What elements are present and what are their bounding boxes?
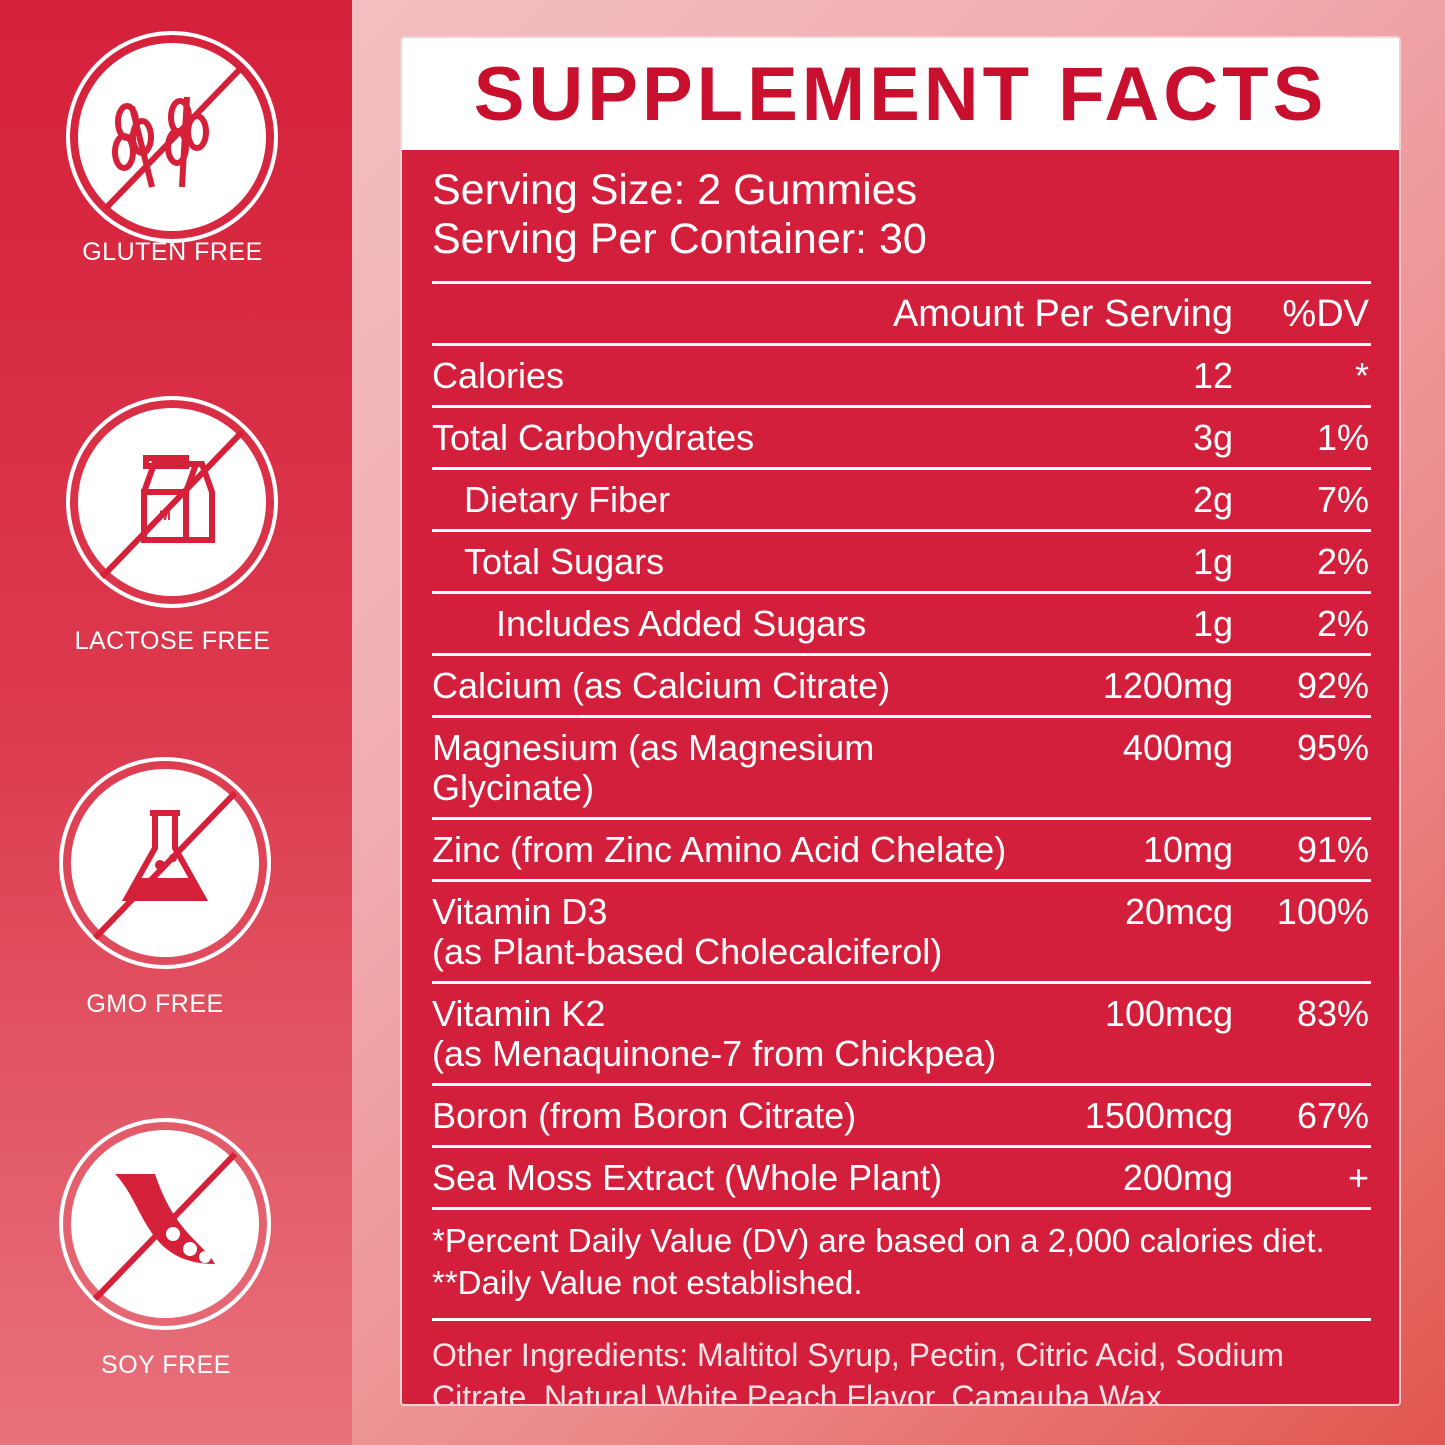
nutrient-row: Vitamin K2 (as Menaquinone-7 from Chickpe… (432, 981, 1371, 1083)
nutrient-note: (as Plant-based Cholecalciferol) (432, 931, 943, 972)
nutrient-row: Zinc (from Zinc Amino Acid Chelate) 10mg 9… (432, 817, 1371, 879)
nutrient-amount: 100mcg (1104, 993, 1233, 1034)
badge-sidebar: GLUTEN FREE M LACTOSE FREE GMO FREE SOY … (0, 0, 352, 1445)
nutrient-name: Magnesium (as Magnesium Glycinate) (432, 727, 875, 808)
badge-label: LACTOSE FREE (74, 627, 271, 655)
gluten-icon (66, 31, 278, 243)
nutrient-name-cell: Total Carbohydrates (432, 418, 1033, 458)
nutrient-name: Total Carbohydrates (432, 417, 755, 458)
nutrient-row: Sea Moss Extract (Whole Plant) 200mg + (432, 1145, 1371, 1207)
nutrient-dv: 67% (1296, 1095, 1369, 1136)
nutrient-name: Calories (432, 355, 565, 396)
nutrient-name-cell: Boron (from Boron Citrate) (432, 1096, 1033, 1136)
nutrient-name-cell: Includes Added Sugars (432, 604, 1033, 644)
header-row: Amount Per Serving %DV (432, 281, 1371, 343)
nutrient-name-cell: Calcium (as Calcium Citrate) (432, 666, 1033, 706)
nutrient-name: Sea Moss Extract (Whole Plant) (432, 1157, 943, 1198)
nutrient-name: Zinc (from Zinc Amino Acid Chelate) (432, 829, 1007, 870)
nutrient-amount: 10mg (1142, 829, 1233, 870)
nutrient-name: Vitamin K2 (432, 993, 606, 1034)
nutrient-note: (as Menaquinone-7 from Chickpea) (432, 1033, 997, 1074)
nutrient-dv: 100% (1276, 891, 1369, 932)
nutrient-name: Includes Added Sugars (496, 603, 867, 644)
nutrient-name-cell: Total Sugars (432, 542, 1033, 582)
nutrient-dv: 95% (1296, 727, 1369, 768)
header-amount: Amount Per Serving (892, 293, 1233, 335)
nutrient-row: Vitamin D3 (as Plant-based Cholecalcifero… (432, 879, 1371, 981)
badge-label: GLUTEN FREE (82, 238, 263, 266)
badge: SOY FREE (0, 1083, 352, 1444)
nutrient-row: Calories 12 * (432, 343, 1371, 405)
nutrient-name-cell: Dietary Fiber (432, 480, 1033, 520)
nutrient-name-cell: Vitamin K2 (as Menaquinone-7 from Chickpe… (432, 994, 1033, 1074)
nutrient-name: Boron (from Boron Citrate) (432, 1095, 857, 1136)
nutrient-dv: 83% (1296, 993, 1369, 1034)
nutrient-name: Dietary Fiber (464, 479, 671, 520)
nutrient-name: Total Sugars (464, 541, 665, 582)
nutrient-rows: Calories 12 * Total Carbohydrates 3g 1% Dietar… (432, 343, 1371, 1207)
nutrient-dv: 2% (1316, 541, 1369, 582)
supplement-panel: SUPPLEMENT FACTS Serving Size: 2 Gummies… (400, 36, 1401, 1406)
nutrient-amount: 1g (1192, 541, 1233, 582)
nutrient-amount: 2g (1192, 479, 1233, 520)
nutrient-row: Includes Added Sugars 1g 2% (432, 591, 1371, 653)
footnotes: *Percent Daily Value (DV) are based on a… (432, 1207, 1371, 1318)
nutrient-name-cell: Magnesium (as Magnesium Glycinate) (432, 728, 1033, 808)
nutrient-name-cell: Zinc (from Zinc Amino Acid Chelate) (432, 830, 1033, 870)
nutrient-amount: 1g (1192, 603, 1233, 644)
nutrient-name-cell: Calories (432, 356, 1033, 396)
panel-body: Serving Size: 2 Gummies Serving Per Cont… (402, 150, 1399, 1404)
lactose-icon: M (66, 396, 278, 608)
footnote: **Daily Value not established. (432, 1264, 863, 1301)
nutrient-amount: 12 (1192, 355, 1233, 396)
nutrient-dv: 91% (1296, 829, 1369, 870)
nutrient-row: Dietary Fiber 2g 7% (432, 467, 1371, 529)
nutrient-dv: * (1354, 355, 1369, 396)
nutrient-dv: 92% (1296, 665, 1369, 706)
nutrient-row: Boron (from Boron Citrate) 1500mcg 67% (432, 1083, 1371, 1145)
nutrient-amount: 3g (1192, 417, 1233, 458)
nutrient-row: Total Carbohydrates 3g 1% (432, 405, 1371, 467)
footnote: *Percent Daily Value (DV) are based on a… (432, 1222, 1325, 1259)
badge: M LACTOSE FREE (0, 361, 352, 722)
spacer (432, 294, 833, 334)
nutrient-dv: 1% (1316, 417, 1369, 458)
nutrient-name-cell: Sea Moss Extract (Whole Plant) (432, 1158, 1033, 1198)
nutrient-amount: 1200mg (1102, 665, 1233, 706)
servings-per-container: Serving Per Container: 30 (432, 215, 927, 263)
nutrient-row: Magnesium (as Magnesium Glycinate) 400mg 9… (432, 715, 1371, 817)
badge: GLUTEN FREE (0, 0, 352, 361)
badge-label: GMO FREE (86, 990, 224, 1018)
nutrient-amount: 20mcg (1124, 891, 1233, 932)
nutrient-name: Calcium (as Calcium Citrate) (432, 665, 891, 706)
nutrient-dv: 2% (1316, 603, 1369, 644)
nutrient-row: Calcium (as Calcium Citrate) 1200mg 92% (432, 653, 1371, 715)
badge: GMO FREE (0, 722, 352, 1083)
nutrient-name-cell: Vitamin D3 (as Plant-based Cholecalcifero… (432, 892, 1033, 972)
nutrient-amount: 1500mcg (1084, 1095, 1233, 1136)
nutrient-row: Total Sugars 1g 2% (432, 529, 1371, 591)
nutrient-dv: 7% (1316, 479, 1369, 520)
header-dv: %DV (1282, 293, 1369, 335)
nutrient-dv: + (1347, 1157, 1369, 1198)
panel-title: SUPPLEMENT FACTS (402, 38, 1399, 150)
nutrient-name: Vitamin D3 (432, 891, 608, 932)
soy-icon (59, 1118, 271, 1330)
nutrient-amount: 200mg (1122, 1157, 1233, 1198)
serving-size: Serving Size: 2 Gummies (432, 166, 918, 214)
gmo-icon (59, 757, 271, 969)
badge-label: SOY FREE (101, 1351, 231, 1379)
nutrient-amount: 400mg (1122, 727, 1233, 768)
other-ingredients: Other Ingredients: Maltitol Syrup, Pecti… (432, 1318, 1371, 1404)
